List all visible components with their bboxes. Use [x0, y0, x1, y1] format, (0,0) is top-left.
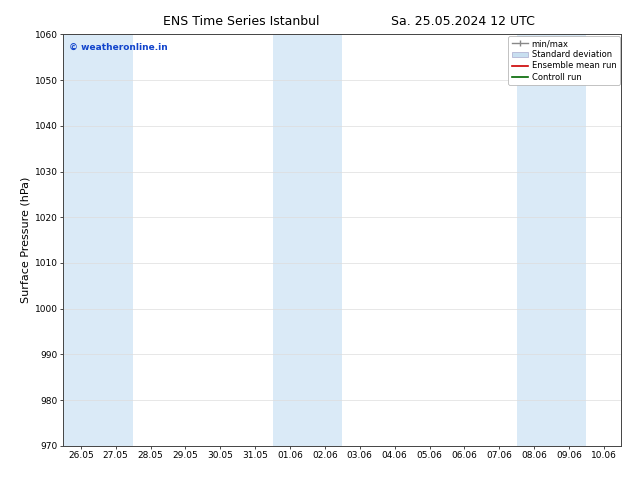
- Bar: [98, 34, 133, 446]
- Text: Sa. 25.05.2024 12 UTC: Sa. 25.05.2024 12 UTC: [391, 15, 534, 28]
- Text: © weatheronline.in: © weatheronline.in: [69, 43, 168, 51]
- Bar: [63, 34, 98, 446]
- Bar: [307, 34, 342, 446]
- Bar: [552, 34, 586, 446]
- Legend: min/max, Standard deviation, Ensemble mean run, Controll run: min/max, Standard deviation, Ensemble me…: [508, 36, 619, 85]
- Y-axis label: Surface Pressure (hPa): Surface Pressure (hPa): [21, 177, 30, 303]
- Text: ENS Time Series Istanbul: ENS Time Series Istanbul: [163, 15, 319, 28]
- Bar: [517, 34, 552, 446]
- Bar: [273, 34, 307, 446]
